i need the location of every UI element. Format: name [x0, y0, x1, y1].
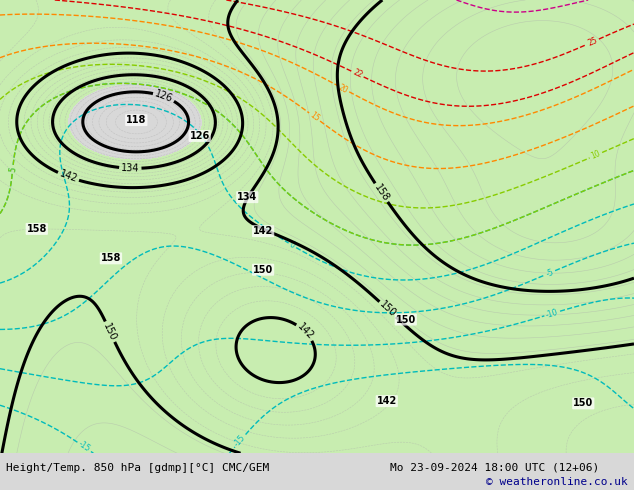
Text: 150: 150 — [573, 398, 593, 408]
Text: Height/Temp. 850 hPa [gdmp][°C] CMC/GEM: Height/Temp. 850 hPa [gdmp][°C] CMC/GEM — [6, 463, 269, 473]
Text: Mo 23-09-2024 18:00 UTC (12+06): Mo 23-09-2024 18:00 UTC (12+06) — [390, 463, 599, 473]
Text: -5: -5 — [545, 267, 555, 278]
Text: 150: 150 — [377, 299, 398, 319]
Text: 126: 126 — [190, 131, 210, 141]
Text: 20: 20 — [337, 82, 349, 95]
Text: 15: 15 — [308, 111, 321, 123]
Text: 134: 134 — [121, 163, 139, 173]
Text: 142: 142 — [58, 169, 79, 185]
Text: 22: 22 — [351, 68, 364, 80]
Text: -10: -10 — [545, 307, 559, 319]
Text: 150: 150 — [396, 315, 416, 324]
Text: 158: 158 — [372, 182, 391, 203]
Text: 142: 142 — [377, 396, 397, 406]
Text: 5: 5 — [8, 167, 17, 172]
Text: 10: 10 — [590, 149, 602, 161]
Text: 150: 150 — [101, 321, 119, 342]
Text: 158: 158 — [101, 253, 121, 263]
Text: © weatheronline.co.uk: © weatheronline.co.uk — [486, 477, 628, 487]
Text: 126: 126 — [153, 89, 174, 104]
Text: 158: 158 — [27, 224, 47, 234]
Text: 25: 25 — [586, 36, 599, 48]
Text: 5: 5 — [8, 167, 17, 172]
Text: 150: 150 — [253, 265, 273, 275]
Text: 0: 0 — [288, 240, 297, 250]
Text: 142: 142 — [253, 226, 273, 236]
Text: 134: 134 — [237, 192, 257, 202]
Text: 118: 118 — [126, 115, 146, 125]
Text: -15: -15 — [77, 440, 92, 454]
Text: 142: 142 — [295, 322, 315, 342]
Text: -15: -15 — [233, 433, 248, 448]
